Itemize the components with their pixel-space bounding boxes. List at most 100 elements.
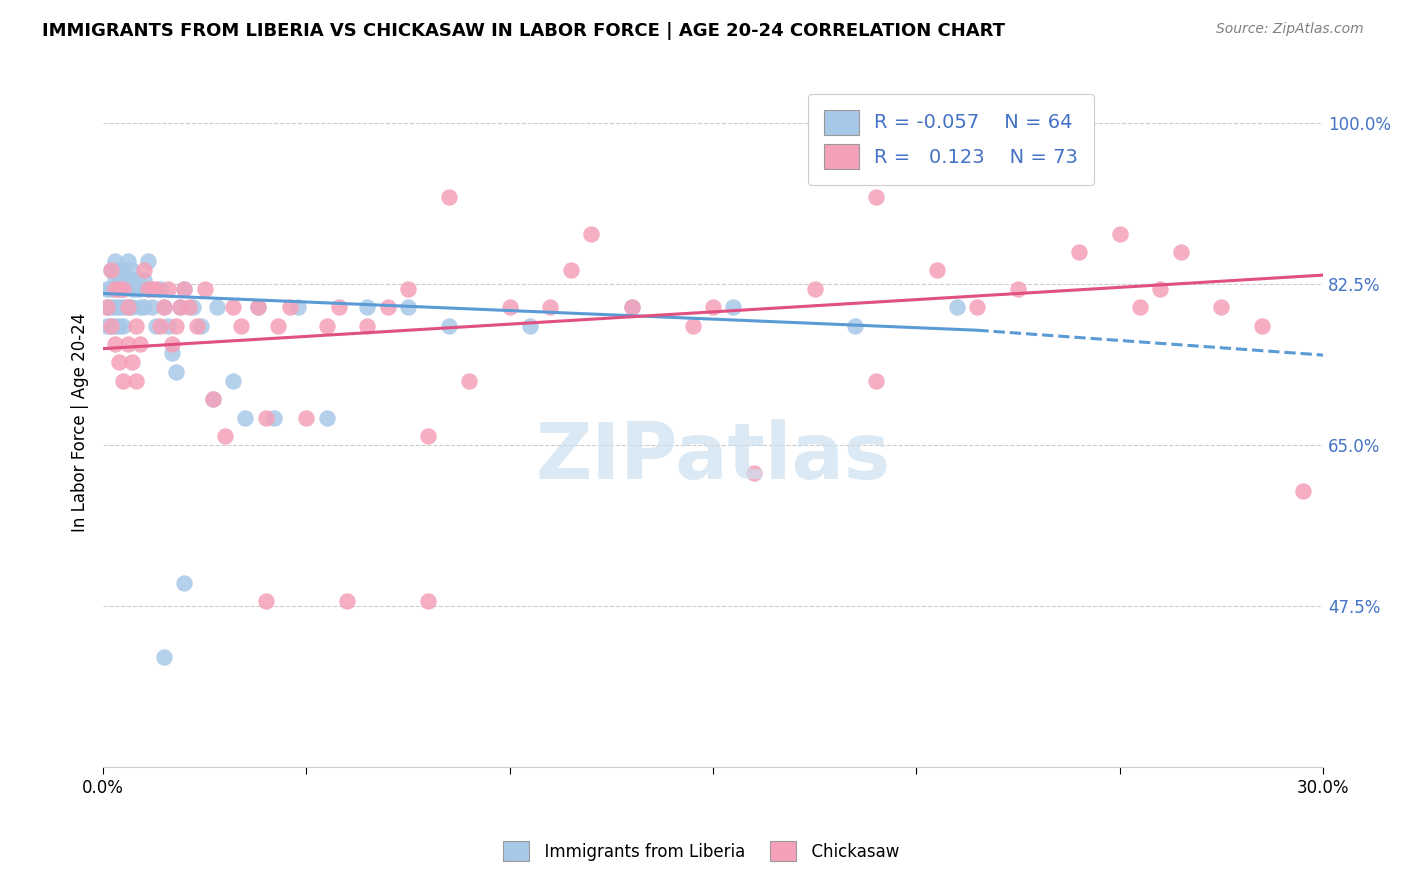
Point <box>865 374 887 388</box>
Point <box>108 355 131 369</box>
Point <box>132 263 155 277</box>
Point <box>112 300 135 314</box>
Point <box>620 300 643 314</box>
Point <box>1007 282 1029 296</box>
Point <box>100 282 122 296</box>
Point <box>96 300 118 314</box>
Point <box>946 300 969 314</box>
Point <box>437 318 460 333</box>
Point <box>153 300 176 314</box>
Point <box>865 190 887 204</box>
Point <box>519 318 541 333</box>
Point <box>418 594 440 608</box>
Point <box>128 337 150 351</box>
Point <box>132 300 155 314</box>
Text: Source: ZipAtlas.com: Source: ZipAtlas.com <box>1216 22 1364 37</box>
Point <box>231 318 253 333</box>
Point <box>165 318 187 333</box>
Point <box>1170 245 1192 260</box>
Point <box>201 392 224 407</box>
Point <box>336 594 359 608</box>
Point <box>117 300 139 314</box>
Point <box>579 227 602 241</box>
Point <box>267 318 290 333</box>
FancyBboxPatch shape <box>503 841 529 861</box>
Point <box>396 300 419 314</box>
Point <box>108 282 131 296</box>
Point <box>124 318 146 333</box>
Text: Immigrants from Liberia: Immigrants from Liberia <box>534 843 745 861</box>
Point <box>254 594 277 608</box>
Point <box>121 282 143 296</box>
Point <box>396 282 419 296</box>
Point <box>104 254 127 268</box>
Point <box>946 153 969 168</box>
Point <box>723 300 745 314</box>
Point <box>112 318 135 333</box>
Point <box>315 410 337 425</box>
Point <box>173 282 195 296</box>
Point <box>96 300 118 314</box>
Point <box>112 282 135 296</box>
Point <box>153 300 176 314</box>
Point <box>966 300 988 314</box>
Point <box>117 254 139 268</box>
Point <box>499 300 522 314</box>
Point <box>124 273 146 287</box>
Point <box>702 300 724 314</box>
Point <box>254 410 277 425</box>
Point <box>136 282 159 296</box>
Point <box>235 410 257 425</box>
Point <box>141 282 163 296</box>
Point <box>356 318 378 333</box>
Point <box>124 374 146 388</box>
Point <box>108 300 131 314</box>
Point <box>246 300 269 314</box>
Point <box>620 300 643 314</box>
Point <box>104 273 127 287</box>
Point <box>121 355 143 369</box>
Point <box>136 254 159 268</box>
Point <box>190 318 212 333</box>
Point <box>1028 135 1050 149</box>
Point <box>287 300 309 314</box>
Point <box>108 263 131 277</box>
Point <box>141 300 163 314</box>
Text: Chickasaw: Chickasaw <box>801 843 900 861</box>
Point <box>112 282 135 296</box>
Point <box>149 318 172 333</box>
Point <box>278 300 301 314</box>
Point <box>742 466 765 480</box>
Point <box>458 374 481 388</box>
Point <box>173 282 195 296</box>
Point <box>104 337 127 351</box>
Point <box>925 263 948 277</box>
Point <box>682 318 704 333</box>
Point <box>328 300 350 314</box>
Point <box>121 263 143 277</box>
Point <box>108 282 131 296</box>
Point <box>315 318 337 333</box>
Point <box>162 346 184 360</box>
Point <box>100 263 122 277</box>
Point <box>356 300 378 314</box>
Point <box>128 300 150 314</box>
Point <box>145 282 167 296</box>
Point <box>100 263 122 277</box>
Point <box>104 318 127 333</box>
Text: IMMIGRANTS FROM LIBERIA VS CHICKASAW IN LABOR FORCE | AGE 20-24 CORRELATION CHAR: IMMIGRANTS FROM LIBERIA VS CHICKASAW IN … <box>42 22 1005 40</box>
Point <box>132 273 155 287</box>
Point <box>157 282 180 296</box>
Point <box>145 318 167 333</box>
Point <box>96 318 118 333</box>
Point <box>186 318 208 333</box>
Point <box>121 300 143 314</box>
Point <box>108 273 131 287</box>
Point <box>136 282 159 296</box>
Point <box>222 300 245 314</box>
Point <box>1292 484 1315 499</box>
Point <box>169 300 191 314</box>
Point <box>205 300 228 314</box>
Point <box>124 282 146 296</box>
Point <box>1149 282 1171 296</box>
